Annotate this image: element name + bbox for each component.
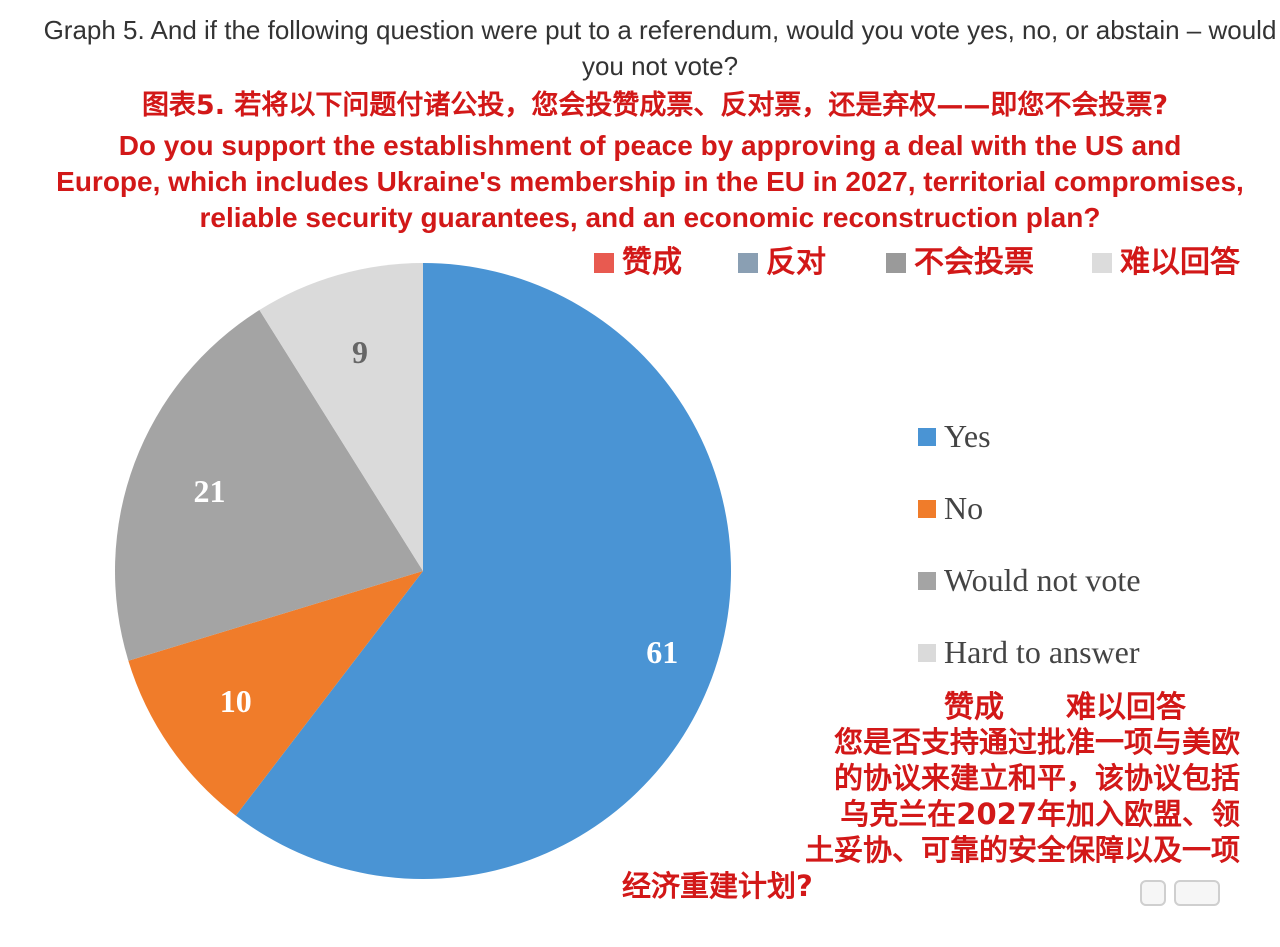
- legend-zh-item: 难以回答: [1092, 244, 1240, 282]
- legend-zh-item: 反对: [738, 244, 826, 282]
- legend-zh-label: 不会投票: [914, 245, 1034, 280]
- legend-swatch: [918, 427, 936, 446]
- question-en-line: Europe, which includes Ukraine's members…: [56, 166, 1244, 197]
- chart-title-zh: 图表5. 若将以下问题付诸公投，您会投赞成票、反对票，还是弃权——即您不会投票?: [141, 90, 1169, 121]
- question-zh-line: 经济重建计划?: [622, 869, 813, 903]
- pie-slice-would-not-vote: [114, 310, 423, 661]
- question-zh-line: 您是否支持通过批准一项与美欧: [833, 725, 1240, 759]
- legend-zh-label: 反对: [766, 245, 826, 280]
- question-en-line: reliable security guarantees, and an eco…: [199, 202, 1101, 233]
- legend-label: Hard to answer: [944, 634, 1140, 670]
- image-viewer-controls[interactable]: [1140, 880, 1220, 906]
- question-zh-line: 乌克兰在2027年加入欧盟、领: [840, 797, 1240, 831]
- pie-data-label: 9: [352, 334, 368, 370]
- pie-data-label: 10: [220, 683, 252, 719]
- question-zh-line: 的协议来建立和平，该协议包括: [833, 761, 1240, 795]
- legend-item: Would not vote: [918, 562, 1141, 599]
- legend-zh-label: 赞成: [622, 245, 682, 280]
- pie-data-label: 21: [194, 473, 226, 509]
- legend-swatch: [918, 643, 936, 662]
- legend-zh-swatch: [594, 253, 614, 273]
- question-zh-line: 土妥协、可靠的安全保障以及一项: [804, 833, 1240, 867]
- legend-zh: 赞成 反对 不会投票 难以回答: [590, 244, 1270, 284]
- legend-swatch: [918, 571, 936, 590]
- pie-data-label: 61: [646, 634, 678, 670]
- legend-zh-item: 赞成: [594, 244, 682, 282]
- legend-label: Would not vote: [944, 562, 1141, 598]
- legend-item: Yes: [918, 418, 991, 455]
- legend-item: No: [918, 490, 983, 527]
- toggle-icon[interactable]: [1140, 880, 1166, 906]
- question-en: Do you support the establishment of peac…: [20, 128, 1280, 236]
- chart-title-en: Graph 5. And if the following question w…: [43, 15, 1277, 81]
- legend-zh-swatch: [886, 253, 906, 273]
- more-icon[interactable]: [1174, 880, 1220, 906]
- pie-slice-yes: [235, 263, 732, 879]
- legend-swatch: [918, 499, 936, 518]
- question-zh: 您是否支持通过批准一项与美欧 的协议来建立和平，该协议包括 乌克兰在2027年加…: [600, 724, 1240, 904]
- annotation-tag-yes: 赞成: [944, 690, 1004, 725]
- legend-zh-item: 不会投票: [886, 244, 1034, 282]
- annotation-tag-hard: 难以回答: [1066, 690, 1186, 725]
- pie-slice-no: [128, 571, 423, 816]
- legend-label: Yes: [944, 418, 991, 454]
- legend-label: No: [944, 490, 984, 526]
- pie-slice-hard-to-answer: [259, 263, 423, 571]
- legend-zh-swatch: [1092, 253, 1112, 273]
- legend-zh-label: 难以回答: [1120, 245, 1240, 280]
- legend-zh-swatch: [738, 253, 758, 273]
- pie-chart: 61 10 21 9: [114, 263, 732, 879]
- question-en-line: Do you support the establishment of peac…: [118, 130, 1182, 161]
- legend-item: Hard to answer: [918, 634, 1139, 671]
